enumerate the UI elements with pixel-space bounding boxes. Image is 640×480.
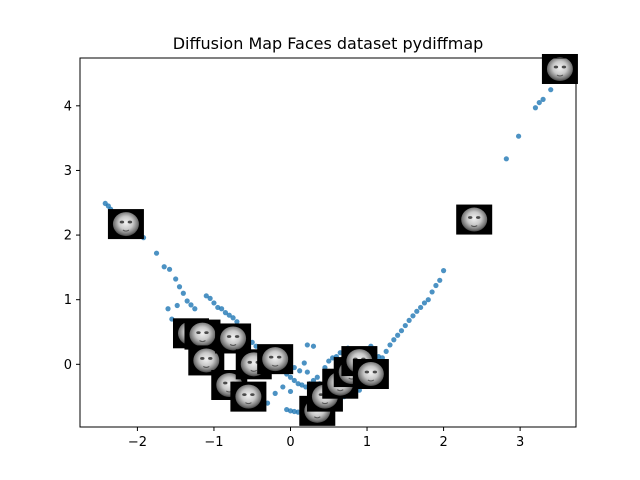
y-tick-label: 3 — [64, 164, 72, 179]
scatter-point — [299, 382, 305, 388]
scatter-point — [387, 342, 393, 348]
scatter-point — [429, 289, 435, 295]
scatter-point — [398, 328, 405, 334]
scatter-point — [176, 284, 183, 290]
scatter-point — [391, 337, 397, 343]
chart-title: Diffusion Map Faces dataset pydiffmap — [173, 34, 484, 53]
scatter-point — [421, 300, 428, 306]
scatter-point — [280, 384, 286, 390]
scatter-point — [410, 313, 416, 319]
scatter-point — [165, 306, 171, 312]
scatter-point — [230, 315, 236, 321]
scatter-point — [234, 319, 240, 325]
scatter-point — [536, 99, 542, 106]
scatter-point — [203, 293, 209, 299]
scatter-point — [153, 250, 160, 256]
scatter-point — [291, 408, 297, 415]
scatter-point — [304, 369, 310, 375]
scatter-point — [540, 96, 546, 102]
scatter-point — [297, 368, 303, 374]
scatter-point — [222, 310, 229, 316]
scatter-point — [440, 268, 447, 274]
x-tick-label: −2 — [128, 435, 147, 450]
scatter-point — [161, 264, 167, 270]
scatter-point — [433, 282, 439, 289]
scatter-point — [548, 87, 554, 93]
y-tick-label: 4 — [64, 99, 72, 114]
scatter-point — [425, 297, 431, 303]
scatter-point — [395, 332, 401, 338]
scatter-point — [326, 358, 332, 364]
face-thumbnails — [107, 53, 578, 426]
scatter-point — [272, 390, 278, 396]
x-tick-label: 1 — [363, 435, 371, 450]
x-tick-label: 0 — [286, 435, 294, 450]
scatter-point — [166, 266, 173, 272]
scatter-point — [437, 277, 443, 283]
scatter-point — [314, 374, 320, 380]
face-thumbnail — [230, 381, 267, 412]
y-tick-label: 1 — [64, 293, 72, 308]
x-tick-label: 2 — [439, 435, 447, 450]
scatter-point — [173, 276, 179, 282]
face-thumbnail — [184, 319, 221, 350]
scatter-point — [184, 298, 190, 304]
scatter-point — [291, 377, 297, 384]
scatter-point — [180, 290, 186, 296]
face-thumbnail — [107, 209, 144, 240]
y-tick-label: 2 — [64, 229, 72, 244]
scatter-point — [414, 308, 420, 314]
scatter-point — [383, 348, 389, 354]
scatter-point — [503, 156, 509, 162]
scatter-point — [304, 342, 310, 348]
scatter-point — [532, 105, 539, 111]
face-thumbnail — [456, 204, 493, 235]
scatter-point — [402, 322, 408, 329]
scatter-point — [301, 360, 307, 366]
scatter-point — [192, 306, 198, 312]
scatter-point — [418, 304, 424, 311]
x-axis: −2 −1 0 1 2 3 — [128, 427, 524, 450]
y-axis: 0 1 2 3 4 — [64, 99, 80, 373]
scatter-point — [310, 343, 317, 349]
face-thumbnail — [541, 53, 578, 84]
y-tick-label: 0 — [64, 358, 72, 373]
face-thumbnail — [215, 323, 252, 354]
scatter-point — [207, 295, 213, 301]
scatter-point — [287, 388, 294, 395]
scatter-point — [226, 312, 232, 318]
x-tick-label: 3 — [516, 435, 524, 450]
scatter-point — [515, 133, 522, 139]
scatter-point — [211, 300, 217, 306]
scatter-point — [287, 408, 294, 414]
scatter-point — [406, 317, 412, 323]
scatter-point — [174, 302, 180, 309]
scatter-point — [188, 302, 194, 308]
scatter-point — [219, 306, 225, 312]
scatter-point — [287, 374, 294, 380]
plot-frame — [79, 57, 577, 428]
face-thumbnail — [257, 344, 294, 375]
face-thumbnail — [352, 359, 389, 390]
x-tick-label: −1 — [204, 435, 223, 450]
